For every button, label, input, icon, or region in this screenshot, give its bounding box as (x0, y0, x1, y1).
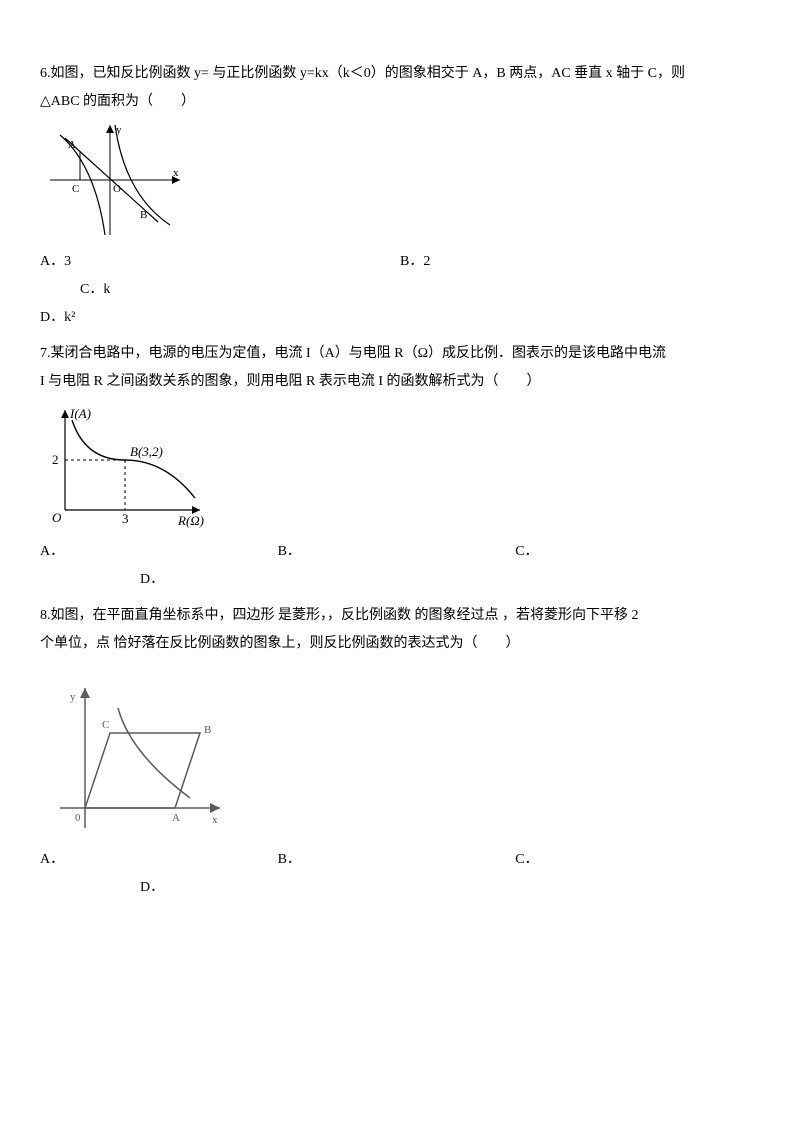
q6-label-O: O (113, 183, 121, 195)
q7-options-row1: A． B． C． (40, 538, 760, 566)
question-6: 6.如图，已知反比例函数 y= 与正比例函数 y=kx（k＜0）的图象相交于 A… (40, 60, 760, 332)
q8-svg: y x 0 A B C (40, 678, 230, 838)
q8-option-B: B． (278, 846, 516, 874)
q8-label-B: B (204, 724, 211, 736)
q6-option-B: B．2 (400, 248, 760, 276)
q7-figure: I(A) R(Ω) O B(3,2) 3 2 (40, 400, 760, 530)
q8-label-O: 0 (75, 812, 81, 824)
q8-option-C: C． (515, 846, 753, 874)
q6-options-row1: A．3 B．2 (40, 248, 760, 276)
q8-option-A: A． (40, 846, 278, 874)
q7-option-B: B． (278, 538, 516, 566)
q7-option-A: A． (40, 538, 278, 566)
q8-text-line1: 8.如图，在平面直角坐标系中，四边形 是菱形，，反比例函数 的图象经过点 ，若将… (40, 602, 760, 630)
q7-label-ytick: 2 (52, 452, 59, 467)
q6-figure: y x O A B C (40, 120, 760, 240)
q6-label-B: B (140, 209, 147, 221)
q6-svg: y x O A B C (40, 120, 190, 240)
q8-option-D: D． (40, 874, 760, 902)
q7-options-row2: D． (40, 566, 760, 594)
q7-label-yaxis: I(A) (69, 406, 91, 421)
q6-label-y: y (116, 124, 122, 136)
q8-options-row1: A． B． C． (40, 846, 760, 874)
q6-option-D: D．k² (40, 304, 400, 332)
q8-options-row2: D． (40, 874, 760, 902)
q6-option-C: C．k (40, 276, 440, 304)
q7-label-xtick: 3 (122, 511, 129, 526)
question-7: 7.某闭合电路中，电源的电压为定值，电流 I（A）与电阻 R（Ω）成反比例．图表… (40, 340, 760, 594)
question-8: 8.如图，在平面直角坐标系中，四边形 是菱形，，反比例函数 的图象经过点 ，若将… (40, 602, 760, 902)
q8-label-x: x (212, 814, 218, 826)
q8-figure: y x 0 A B C (40, 678, 760, 838)
q6-text-line1: 6.如图，已知反比例函数 y= 与正比例函数 y=kx（k＜0）的图象相交于 A… (40, 60, 760, 88)
q7-option-D: D． (40, 566, 760, 594)
q7-svg: I(A) R(Ω) O B(3,2) 3 2 (40, 400, 210, 530)
q6-label-A: A (68, 139, 76, 151)
q7-option-C: C． (515, 538, 753, 566)
q7-text-line1: 7.某闭合电路中，电源的电压为定值，电流 I（A）与电阻 R（Ω）成反比例．图表… (40, 340, 760, 368)
q8-label-y: y (70, 691, 76, 703)
q6-label-C: C (72, 183, 79, 195)
q7-label-O: O (52, 510, 62, 525)
q7-text-line2: I 与电阻 R 之间函数关系的图象，则用电阻 R 表示电流 I 的函数解析式为（… (40, 368, 760, 396)
q6-label-x: x (173, 167, 179, 179)
q8-label-C: C (102, 719, 109, 731)
q7-label-point: B(3,2) (130, 444, 163, 459)
q6-options-row2: C．k D．k² (40, 276, 760, 332)
q8-label-A: A (172, 812, 180, 824)
q8-text-line2: 个单位，点 恰好落在反比例函数的图象上，则反比例函数的表达式为（ ） (40, 630, 760, 658)
q6-option-A: A．3 (40, 248, 400, 276)
q6-text-line2: △ABC 的面积为（ ） (40, 88, 760, 116)
q7-label-xaxis: R(Ω) (177, 513, 204, 528)
